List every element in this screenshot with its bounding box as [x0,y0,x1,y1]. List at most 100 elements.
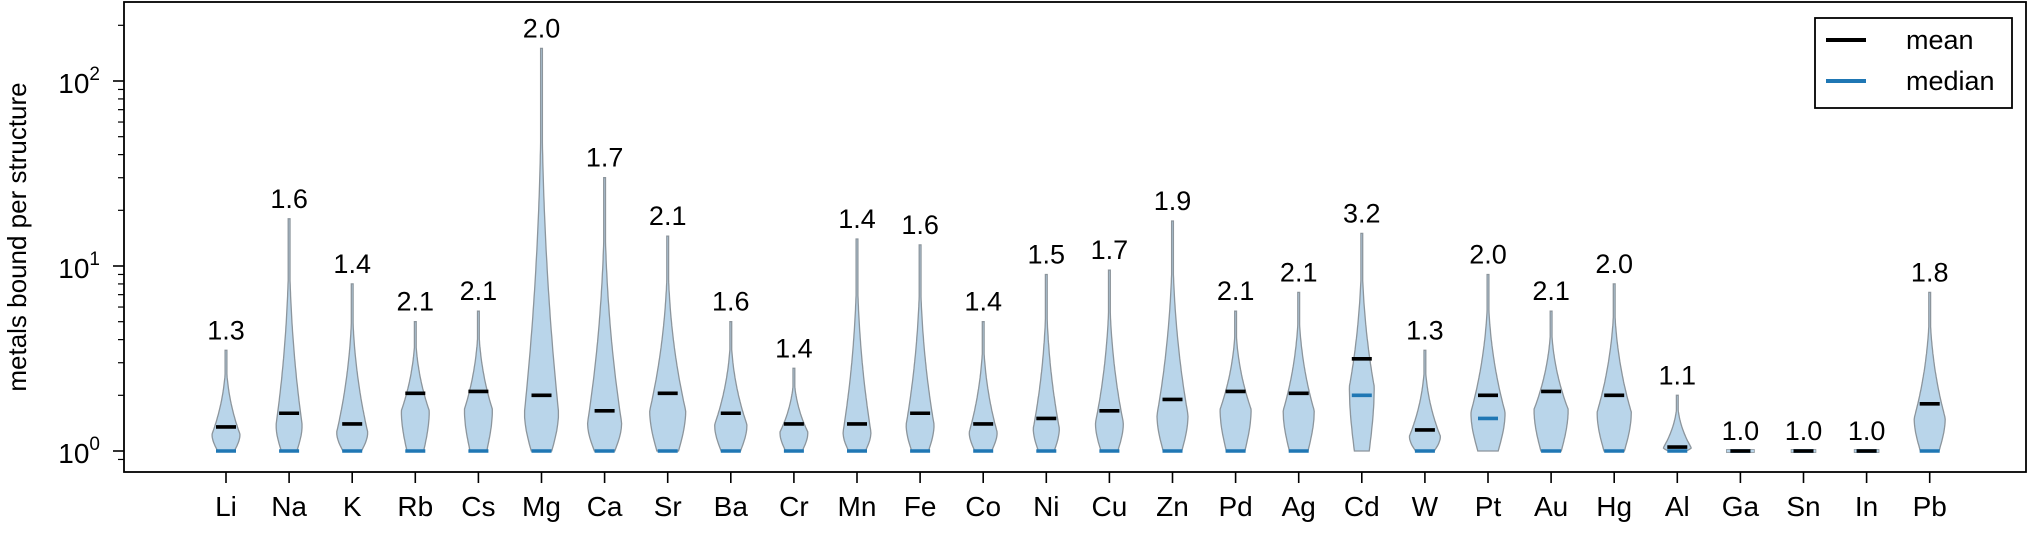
violin-body [1470,273,1506,452]
mean-annotation: 2.1 [397,287,435,317]
violin-body [779,367,809,452]
violin-body [1282,291,1315,452]
x-tick-label: K [343,491,362,522]
violin-body [400,321,430,452]
mean-annotation: 2.1 [1280,257,1318,287]
x-tick-label: Sr [654,491,682,522]
y-tick-exponent: 0 [89,434,100,455]
x-tick-label: W [1412,491,1439,522]
x-tick-label: Hg [1596,491,1632,522]
mean-annotation: 1.6 [712,287,750,317]
mean-annotation: 1.0 [1785,416,1823,446]
mean-annotation: 1.6 [901,210,939,240]
mean-annotation: 1.3 [1406,315,1444,345]
x-tick-label: Rb [397,491,433,522]
mean-annotation: 2.1 [1532,276,1570,306]
mean-annotation: 3.2 [1343,198,1381,228]
x-tick-label: Zn [1156,491,1189,522]
violin-body [1596,283,1632,452]
x-tick-label: Fe [904,491,937,522]
violin-body [1533,310,1569,452]
violins-layer [211,47,1946,453]
mean-annotation: 1.7 [586,143,624,173]
y-tick-exponent: 2 [89,64,100,85]
x-tick-label: Ni [1033,491,1059,522]
violin-body [523,47,560,452]
violin-body [842,238,872,452]
x-tick-label: Na [271,491,307,522]
y-tick-label: 102 [58,64,100,99]
violin-body [1408,349,1441,452]
mean-annotation: 2.1 [1217,276,1255,306]
x-tick-label: Ca [587,491,623,522]
mean-annotation: 1.3 [207,315,245,345]
y-tick-base: 10 [58,68,89,99]
violin-body [968,321,998,452]
x-tick-label: In [1855,491,1878,522]
y-tick-label: 100 [58,434,100,469]
mean-annotation: 1.7 [1091,235,1129,265]
annotations-layer: 1.3 1.6 1.4 2.1 2.1 2.0 1.7 2.1 1.6 1.4 1.4 1.6 1.4 1… [207,13,1948,446]
mean-annotation: 2.1 [649,201,687,231]
mean-annotation: 1.8 [1911,257,1949,287]
violin-body [211,349,241,452]
legend-label-mean: mean [1906,25,1974,55]
violin-body [336,283,369,452]
mean-annotation: 1.4 [333,249,371,279]
x-tick-label: Cr [779,491,809,522]
violin-body [463,310,493,452]
mean-annotation: 2.0 [523,13,561,43]
x-tick-label: Li [215,491,237,522]
violin-body [1156,220,1189,452]
y-tick-exponent: 1 [89,249,100,270]
y-tick-base: 10 [58,253,89,284]
mean-annotation: 1.0 [1848,416,1886,446]
violin-body [1219,310,1252,452]
mean-annotation: 2.0 [1595,249,1633,279]
violin-body [586,177,623,452]
x-tick-label: Mn [838,491,877,522]
mean-annotation: 1.0 [1722,416,1760,446]
x-tick-label: Cs [461,491,495,522]
violin-body [714,321,748,452]
mean-annotation: 1.5 [1028,239,1066,269]
mean-annotation: 1.4 [838,204,876,234]
y-axis-label: metals bound per structure [2,82,32,391]
mean-annotation: 1.6 [270,184,308,214]
x-tick-label: Sn [1786,491,1820,522]
x-tick-label: Pd [1218,491,1252,522]
mean-annotation: 1.4 [964,287,1002,317]
mean-annotation: 2.1 [460,276,498,306]
mean-annotation: 2.0 [1469,239,1507,269]
x-tick-label: Ag [1282,491,1316,522]
violin-body [1662,394,1692,452]
x-tick-label: Mg [522,491,561,522]
violin-body [1348,232,1375,452]
x-tick-label: Co [965,491,1001,522]
x-tick-label: Ga [1722,491,1760,522]
x-tick-label: Cd [1344,491,1380,522]
legend-label-median: median [1906,66,1995,96]
mean-annotation: 1.4 [775,333,813,363]
legend-box [1814,17,2013,109]
violin-body [649,235,687,452]
x-tick-label: Au [1534,491,1568,522]
mean-annotation: 1.1 [1659,360,1697,390]
x-axis: Li Na K Rb Cs Mg Ca Sr Ba Cr Mn Fe Co Ni Cu Zn Pd Ag Cd W Pt… [215,472,1947,522]
plot-frame [123,1,2027,473]
x-tick-label: Pb [1913,491,1947,522]
x-tick-label: Pt [1475,491,1502,522]
x-tick-label: Cu [1092,491,1128,522]
violin-body [905,244,935,452]
violin-body [1094,269,1124,452]
violin-body [1032,273,1060,452]
x-tick-label: Al [1665,491,1690,522]
violin-body [1913,291,1946,452]
violin-body [275,218,303,452]
legend: mean median [1814,17,2013,109]
x-tick-label: Ba [714,491,749,522]
mean-annotation: 1.9 [1154,186,1192,216]
